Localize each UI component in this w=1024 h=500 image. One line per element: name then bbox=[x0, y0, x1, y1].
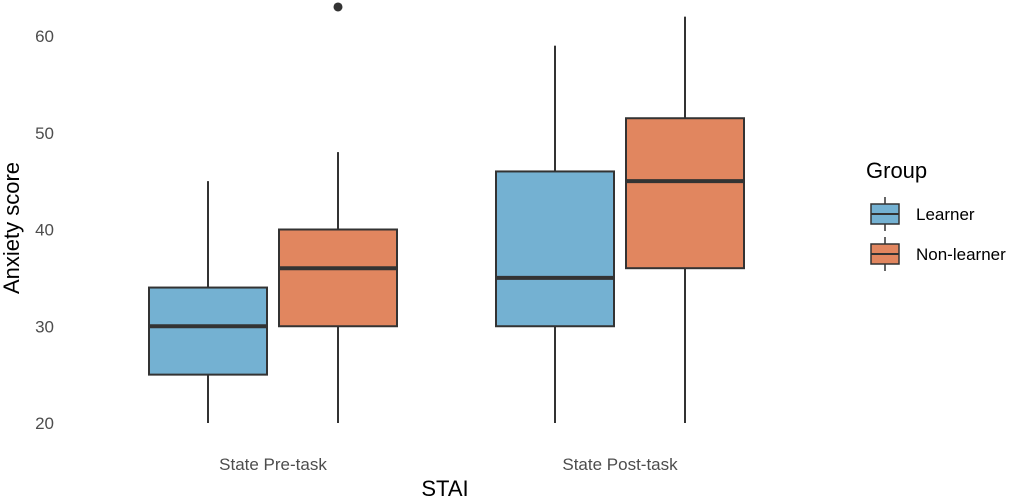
box-non-learner-state-post-task bbox=[625, 16, 745, 423]
y-tick-label: 40 bbox=[35, 221, 54, 240]
y-axis-ticks: 20 30 40 50 60 bbox=[35, 27, 54, 433]
y-tick-label: 30 bbox=[35, 317, 54, 336]
box-learner-state-post-task bbox=[495, 45, 615, 423]
y-tick-label: 20 bbox=[35, 414, 54, 433]
legend: Group Learner Non-learner bbox=[866, 158, 1006, 271]
legend-title: Group bbox=[866, 158, 927, 183]
x-axis-title: STAI bbox=[421, 476, 468, 500]
legend-label: Learner bbox=[916, 205, 975, 224]
box-body bbox=[278, 228, 398, 328]
x-axis-ticks: State Pre-task State Post-task bbox=[219, 455, 678, 474]
x-tick-label: State Pre-task bbox=[219, 455, 327, 474]
box-body bbox=[625, 117, 745, 270]
box-non-learner-state-pre-task bbox=[278, 2, 398, 423]
legend-key-learner: Learner bbox=[870, 197, 975, 231]
box-learner-state-pre-task bbox=[148, 181, 268, 423]
box-body bbox=[148, 286, 268, 376]
plot-panel bbox=[148, 2, 745, 423]
x-tick-label: State Post-task bbox=[562, 455, 678, 474]
box-body bbox=[495, 170, 615, 328]
outlier-point bbox=[333, 2, 343, 12]
legend-key-non-learner: Non-learner bbox=[870, 237, 1006, 271]
y-tick-label: 60 bbox=[35, 27, 54, 46]
legend-label: Non-learner bbox=[916, 245, 1006, 264]
y-tick-label: 50 bbox=[35, 124, 54, 143]
y-axis-title: Anxiety score bbox=[0, 162, 24, 294]
